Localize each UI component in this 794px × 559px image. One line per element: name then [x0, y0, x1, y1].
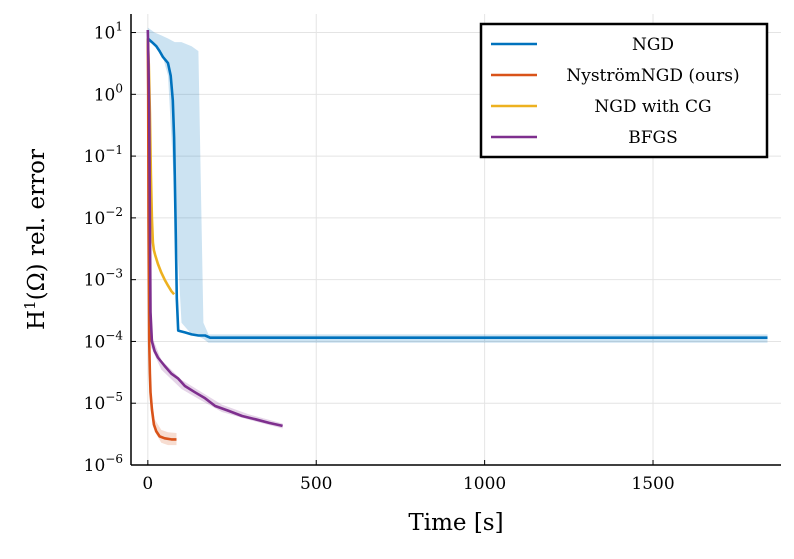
legend: NGD NyströmNGD (ours) NGD with CG BFGS — [479, 22, 769, 159]
legend-label: NGD — [632, 35, 674, 55]
x-tick-label: 500 — [300, 474, 332, 494]
legend-label: NyströmNGD (ours) — [566, 66, 739, 86]
line-nystr-mngd-ours- — [146, 38, 177, 441]
y-tick-label: 10−5 — [84, 390, 123, 414]
y-tick-label: 10−2 — [84, 205, 123, 229]
y-tick-label: 101 — [94, 20, 123, 44]
y-tick-label: 10−4 — [84, 328, 124, 352]
confidence-bands — [147, 27, 768, 446]
x-tick-label: 1500 — [631, 474, 674, 494]
y-tick-label: 10−3 — [84, 267, 123, 291]
y-axis-label: H1(Ω) rel. error — [21, 149, 50, 330]
x-axis-label: Time [s] — [408, 510, 503, 536]
y-tick-label: 10−1 — [84, 143, 123, 167]
x-tick-label: 0 — [142, 474, 153, 494]
x-tick-label: 1000 — [463, 474, 506, 494]
band-bfgs — [151, 334, 283, 429]
y-tick-label: 100 — [94, 81, 123, 105]
legend-label: NGD with CG — [594, 97, 711, 117]
line-ngd — [146, 37, 768, 340]
line-bfgs — [146, 29, 283, 428]
legend-label: BFGS — [628, 128, 678, 148]
band-nystr-mngd-ours- — [149, 336, 177, 446]
legend-box — [479, 22, 769, 159]
tick-labels: 0 500 1000 1500 101 100 10−1 10−2 10−3 10−4 10−5 10… — [84, 20, 675, 494]
axes — [130, 14, 781, 466]
y-tick-label: 10−6 — [84, 452, 123, 476]
series-lines — [146, 29, 768, 441]
